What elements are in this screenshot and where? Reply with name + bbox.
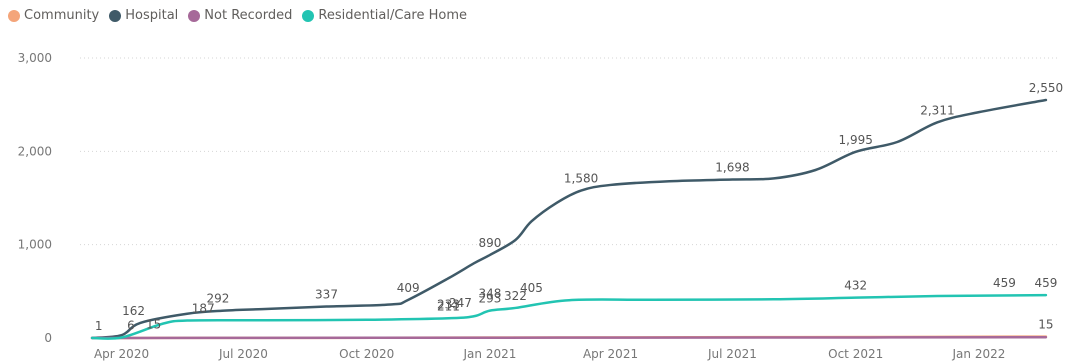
legend-dot-icon [8,9,20,22]
data-label: 1,580 [564,172,598,186]
legend-item-hospital[interactable]: Hospital [109,8,178,23]
data-label: 293 [479,292,502,306]
legend: Community Hospital Not Recorded Residential… [8,8,477,23]
data-label: 247 [449,296,472,310]
data-label: 2,311 [920,103,954,117]
data-label: 6 [127,319,135,333]
data-label: 322 [504,289,527,303]
legend-dot-icon [109,9,122,22]
x-tick-label: Apr 2021 [583,347,638,361]
series-line-not-recorded [90,336,1048,340]
x-tick-label: Oct 2021 [828,347,883,361]
legend-label: Residential/Care Home [318,8,467,23]
y-tick-label: 1,000 [18,238,52,252]
data-label: 211 [437,299,460,313]
data-label: 15 [1038,318,1053,332]
data-label: 337 [315,288,338,302]
x-tick-label: Jan 2021 [463,347,517,361]
data-label: 2,550 [1029,81,1063,95]
data-label: 162 [122,304,145,318]
data-label: 409 [397,281,420,295]
legend-item-residential-care-home[interactable]: Residential/Care Home [302,8,467,23]
x-tick-label: Oct 2020 [339,347,394,361]
data-label: 348 [479,287,502,301]
legend-dot-icon [302,9,315,22]
legend-item-not-recorded[interactable]: Not Recorded [188,8,292,23]
data-label: 292 [207,292,230,306]
x-tick-label: Jan 2022 [952,347,1006,361]
data-label: 459 [1034,276,1057,290]
data-label: 15 [146,318,161,332]
y-tick-label: 2,000 [18,144,52,158]
x-tick-label: Jul 2020 [218,347,268,361]
data-label: 1,698 [715,161,749,175]
data-label: 233 [437,297,460,311]
series-line-hospital [90,98,1048,340]
legend-item-community[interactable]: Community [8,8,99,23]
data-label: 890 [479,236,502,250]
legend-label: Not Recorded [204,8,293,23]
data-label: 1,995 [839,133,873,147]
y-tick-label: 0 [44,331,52,345]
legend-label: Hospital [125,8,179,23]
x-tick-label: Jul 2021 [707,347,757,361]
data-label: 187 [192,302,215,316]
data-label: 432 [844,279,867,293]
x-tick-label: Apr 2020 [94,347,149,361]
series-line-residential-care-home [90,293,1048,340]
data-label: 459 [993,276,1016,290]
legend-dot-icon [188,9,201,22]
legend-label: Community [24,8,100,23]
data-label: 405 [520,281,543,295]
y-tick-label: 3,000 [18,51,52,65]
data-label: 1 [95,319,103,333]
